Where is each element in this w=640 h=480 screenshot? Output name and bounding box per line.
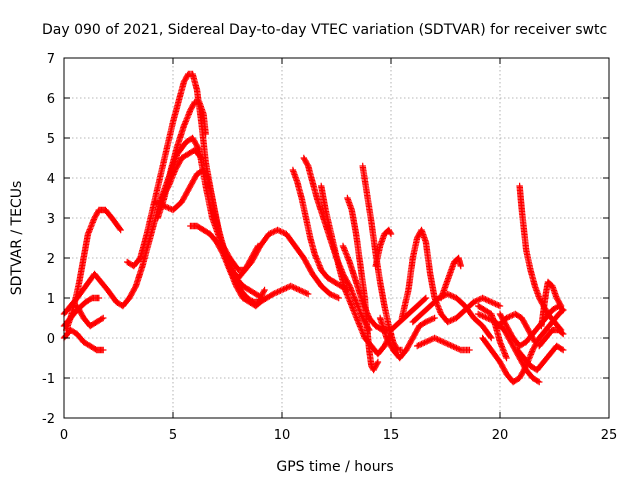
ticks: -2 -1 0 1 2 3 4 5 6 7 0 5 10 15 20 25: [42, 52, 617, 443]
y-axis-label: SDTVAR / TECUs: [9, 181, 25, 296]
data-point-markers: [60, 326, 107, 354]
data-point-markers: [372, 226, 395, 270]
data-series: [376, 314, 438, 362]
data-series: [359, 162, 406, 354]
x-tick-label: 0: [60, 428, 68, 443]
data-point-markers: [359, 162, 406, 354]
y-tick-label: 5: [47, 132, 55, 147]
x-tick-label: 10: [274, 428, 291, 443]
y-tick-label: 3: [47, 212, 55, 227]
data-series: [414, 334, 473, 354]
x-tick-label: 25: [601, 428, 618, 443]
data-point-markers: [158, 146, 205, 202]
data-series: [514, 342, 567, 374]
data-series: [60, 326, 107, 354]
y-tick-label: -1: [42, 372, 55, 387]
y-tick-label: 2: [47, 252, 55, 267]
data-point-markers: [398, 226, 504, 326]
data-series: [538, 278, 565, 330]
y-tick-label: 1: [47, 292, 55, 307]
data-point-markers: [414, 334, 473, 354]
data-point-markers: [344, 194, 382, 374]
data-point-markers: [73, 302, 107, 330]
data-point-markers: [475, 302, 510, 362]
y-tick-label: 4: [47, 172, 55, 187]
data-series: [536, 326, 567, 350]
data-series: [158, 146, 205, 202]
data-series: [344, 194, 382, 374]
data-point-markers: [187, 222, 268, 310]
data-point-markers: [376, 314, 438, 362]
data-series: [289, 166, 351, 294]
y-tick-label: -2: [42, 412, 55, 427]
y-tick-label: 0: [47, 332, 55, 347]
plot-frame: [63, 57, 610, 419]
x-tick-label: 5: [169, 428, 177, 443]
data-point-markers: [538, 278, 565, 330]
data-series: [233, 274, 266, 302]
y-tick-label: 6: [47, 92, 55, 107]
chart-title: Day 090 of 2021, Sidereal Day-to-day VTE…: [42, 22, 607, 38]
data-series: [437, 254, 464, 302]
data-point-markers: [233, 274, 266, 302]
data-series: [398, 226, 504, 326]
data-series: [187, 222, 268, 310]
data-series: [372, 226, 395, 270]
x-tick-label: 20: [492, 428, 509, 443]
data-layer: [60, 70, 567, 386]
data-point-markers: [437, 254, 464, 302]
x-axis-label: GPS time / hours: [276, 459, 393, 475]
data-point-markers: [289, 166, 351, 294]
data-series: [73, 302, 107, 330]
x-tick-label: 15: [383, 428, 400, 443]
data-point-markers: [536, 326, 567, 350]
y-tick-label: 7: [47, 52, 55, 67]
data-point-markers: [514, 342, 567, 374]
data-series: [475, 302, 510, 362]
